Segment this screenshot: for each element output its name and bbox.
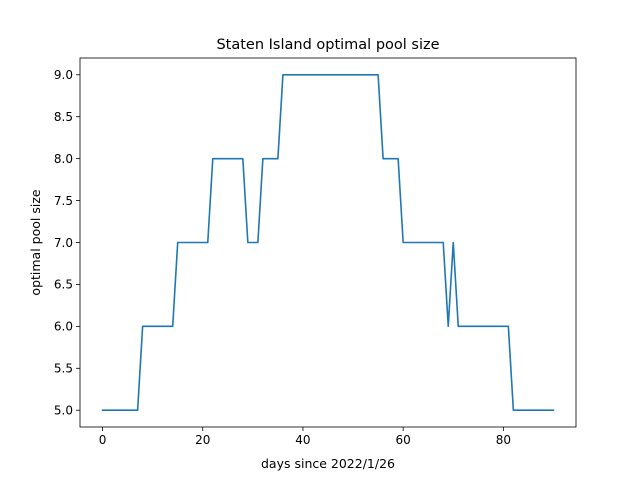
series-line-0: [101, 73, 555, 412]
y-tick-label: 9.0: [54, 68, 73, 82]
y-axis-label: optimal pool size: [28, 189, 43, 295]
x-axis: 0 20 40 60 80: [99, 427, 511, 447]
y-tick-label: 7.5: [54, 194, 73, 208]
x-tick-label: 20: [195, 433, 210, 447]
y-tick-label: 5.5: [54, 362, 73, 376]
x-axis-label: days since 2022/1/26: [261, 456, 395, 471]
x-tick-label: 0: [99, 433, 107, 447]
x-tick-label: 80: [496, 433, 511, 447]
y-tick-label: 5.0: [54, 404, 73, 418]
x-tick-label: 40: [295, 433, 310, 447]
plot-area: [101, 73, 555, 412]
x-tick-label: 60: [396, 433, 411, 447]
y-tick-label: 7.0: [54, 236, 73, 250]
y-axis: 5.0 5.5 6.0 6.5 7.0 7.5 8.0 8.5 9.0: [54, 68, 80, 418]
y-tick-label: 6.5: [54, 278, 73, 292]
y-tick-label: 8.5: [54, 110, 73, 124]
y-tick-label: 8.0: [54, 152, 73, 166]
y-tick-label: 6.0: [54, 320, 73, 334]
chart-title: Staten Island optimal pool size: [216, 37, 439, 53]
